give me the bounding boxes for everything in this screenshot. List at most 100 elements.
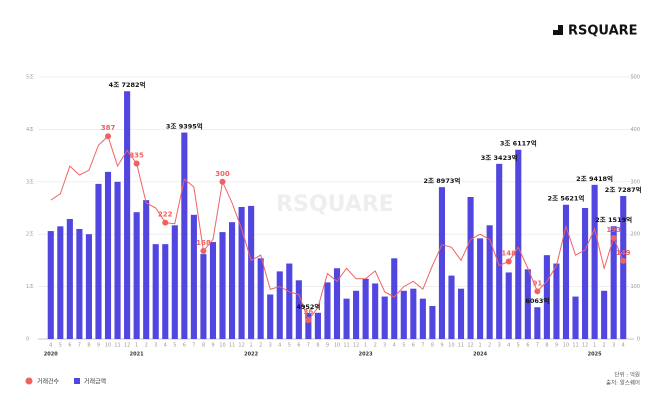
bar-value-label: 3조 6117억 (500, 139, 537, 148)
unit-note: 단위 : 억원 (614, 371, 640, 379)
bar (171, 225, 178, 339)
x-tick-label: 1 (364, 343, 367, 349)
bar (143, 200, 150, 339)
bar-value-label: 2조 1519억 (595, 215, 632, 224)
bar (429, 305, 436, 339)
bar (76, 228, 83, 339)
x-tick-label: 2 (145, 343, 148, 349)
line-value-label: 387 (101, 124, 116, 132)
x-tick-label: 4 (49, 343, 52, 349)
y-tick-label: 5조 (26, 75, 34, 81)
year-label: 2023 (359, 352, 373, 358)
bar (333, 268, 341, 339)
line-point (610, 234, 617, 241)
year-label: 2025 (588, 352, 602, 358)
bar (219, 232, 226, 339)
y-tick-label: 4조 (26, 127, 34, 133)
bar (276, 271, 283, 339)
bar (152, 244, 159, 339)
x-tick-label: 1 (135, 343, 138, 349)
line-point (219, 178, 226, 185)
line-point (133, 160, 140, 167)
x-tick-label: 6 (183, 343, 186, 349)
y2-tick-label: 400 (630, 127, 640, 133)
bar (381, 296, 388, 339)
x-tick-label: 4 (507, 343, 510, 349)
x-tick-label: 3 (498, 343, 501, 349)
y-tick-label: 1조 (26, 284, 34, 290)
y2-tick-label: 0 (637, 337, 640, 343)
x-tick-label: 6 (297, 343, 300, 349)
bar-value-label: 4조 7282억 (109, 80, 146, 89)
x-tick-label: 2 (374, 343, 377, 349)
bar-value-label: 2조 7287억 (605, 185, 642, 194)
x-tick-label: 10 (563, 343, 569, 349)
x-tick-label: 3 (154, 343, 157, 349)
line-value-label: 91 (532, 279, 542, 287)
x-tick-label: 12 (467, 343, 473, 349)
x-tick-label: 11 (572, 343, 578, 349)
x-tick-label: 1 (250, 343, 253, 349)
bar (362, 278, 369, 339)
x-tick-label: 2 (488, 343, 491, 349)
line-value-label: 300 (215, 170, 230, 178)
source-note: 출처: 알스퀘어 (606, 379, 640, 387)
x-tick-label: 3 (269, 343, 272, 349)
y2-tick-label: 300 (630, 179, 640, 185)
bar-value-label: 2조 8973억 (424, 176, 461, 185)
line-value-label: 222 (158, 211, 173, 219)
x-tick-label: 5 (288, 343, 291, 349)
x-tick-label: 10 (334, 343, 340, 349)
bar (457, 288, 465, 339)
bar (200, 254, 207, 339)
bar (505, 272, 512, 339)
line-point (305, 317, 312, 324)
x-tick-label: 4 (622, 343, 625, 349)
bar (190, 214, 197, 339)
bar (562, 204, 570, 339)
line-point (200, 247, 207, 254)
bar (238, 206, 245, 339)
bar (324, 282, 331, 339)
x-tick-label: 7 (307, 343, 310, 349)
x-tick-label: 12 (582, 343, 588, 349)
x-tick-label: 10 (219, 343, 225, 349)
bar-value-label: 4952억 (296, 302, 320, 311)
bar (419, 298, 426, 339)
x-tick-label: 10 (448, 343, 454, 349)
x-tick-label: 8 (545, 343, 548, 349)
x-tick-label: 9 (326, 343, 329, 349)
bar (524, 269, 531, 339)
x-tick-label: 9 (555, 343, 558, 349)
line-value-label: 168 (196, 239, 211, 247)
bar (114, 181, 121, 339)
x-tick-label: 3 (383, 343, 386, 349)
x-tick-label: 7 (421, 343, 424, 349)
bar (181, 132, 188, 339)
bar (515, 149, 522, 339)
line-point (105, 133, 112, 140)
bar (295, 280, 302, 339)
legend-label: 거래금액 (84, 378, 106, 386)
logo-mark-cut (553, 25, 558, 30)
bar (496, 163, 503, 339)
x-tick-label: 5 (517, 343, 520, 349)
bar (543, 255, 550, 339)
bar-value-label: 2조 9418억 (576, 174, 613, 183)
line-point (505, 258, 512, 265)
bar (486, 225, 493, 339)
x-tick-label: 1 (479, 343, 482, 349)
year-label: 2021 (130, 352, 144, 358)
bar (391, 258, 398, 339)
line (50, 135, 624, 322)
legend-swatch (74, 378, 80, 384)
x-tick-label: 12 (238, 343, 244, 349)
y2-tick-label: 200 (630, 232, 640, 238)
bar (343, 298, 350, 339)
line-value-label: 193 (606, 226, 621, 234)
x-tick-label: 9 (211, 343, 214, 349)
line-point (534, 288, 541, 295)
line-point (620, 257, 627, 264)
line-value-label: 149 (616, 249, 631, 257)
bar (438, 187, 446, 339)
